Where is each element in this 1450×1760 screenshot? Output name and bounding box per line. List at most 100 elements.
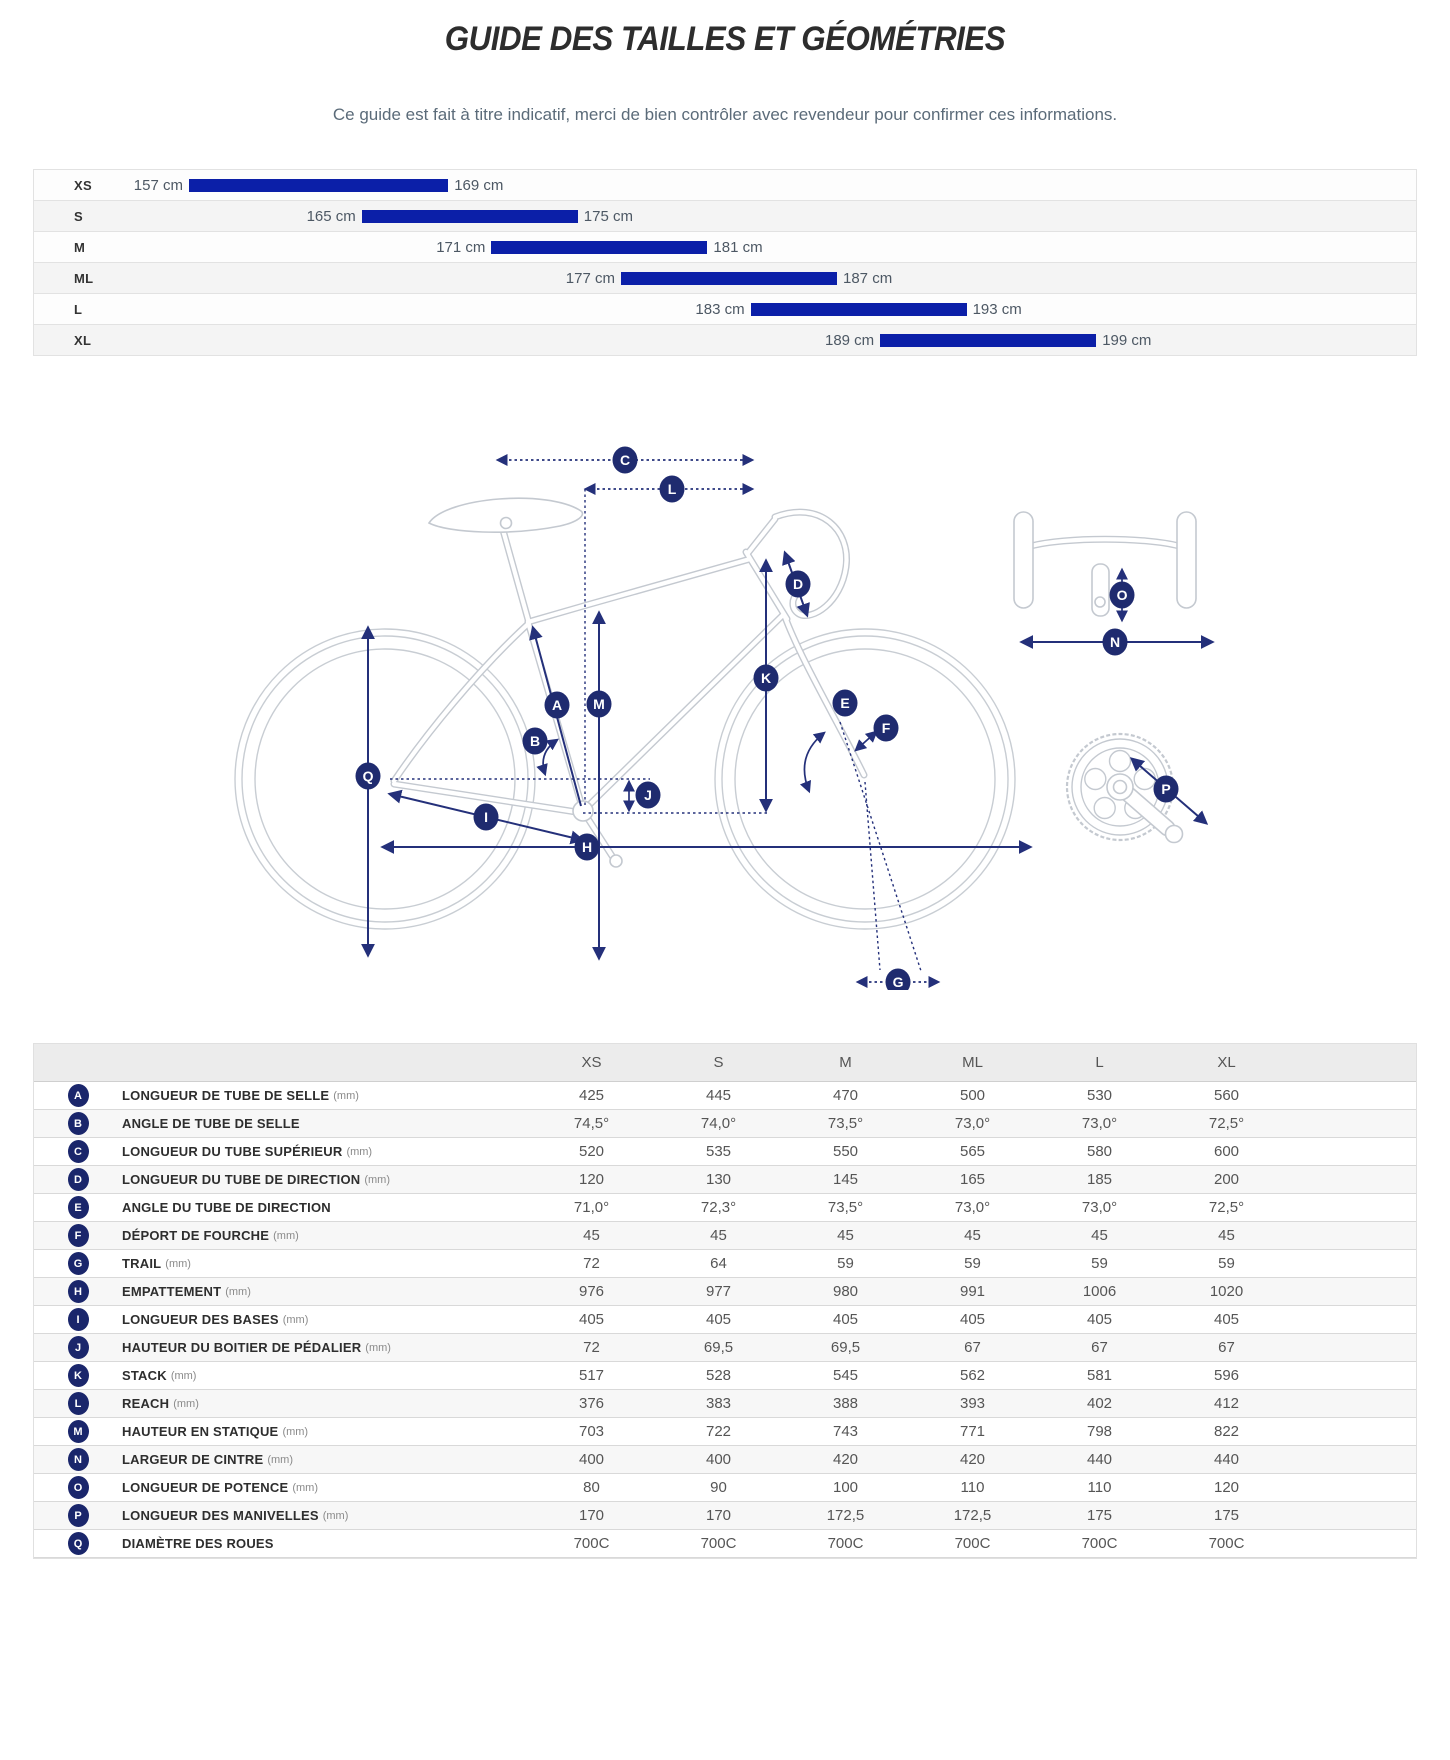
marker-j: J [635, 781, 661, 809]
size-max-value: 187 cm [843, 270, 893, 287]
row-label: ANGLE DU TUBE DE DIRECTION [122, 1200, 331, 1215]
value-xl: 560 [1213, 1087, 1240, 1104]
header-size-l: L [1095, 1054, 1104, 1071]
row-label: LONGUEUR DES BASES [122, 1312, 279, 1327]
size-max-value: 175 cm [583, 208, 633, 225]
value-l: 175 [1086, 1507, 1113, 1524]
marker-m: M [586, 690, 612, 718]
table-row: L REACH (mm) 376 383 388 393 402 412 [34, 1390, 1416, 1418]
row-label: REACH [122, 1396, 170, 1411]
size-row: XL 189 cm 199 cm [34, 325, 1416, 356]
value-s: 383 [705, 1395, 732, 1412]
value-xl: 59 [1218, 1255, 1235, 1272]
value-xs: 703 [578, 1423, 605, 1440]
row-label: LONGUEUR DU TUBE DE DIRECTION [122, 1172, 361, 1187]
value-xs: 405 [578, 1311, 605, 1328]
value-l: 1006 [1082, 1283, 1117, 1300]
value-l: 73,0° [1081, 1115, 1118, 1132]
row-letter-badge: E [67, 1196, 89, 1219]
value-m: 980 [832, 1283, 859, 1300]
value-xl: 72,5° [1208, 1115, 1245, 1132]
value-ml: 393 [959, 1395, 986, 1412]
value-m: 59 [837, 1255, 854, 1272]
row-letter-badge: F [67, 1224, 89, 1247]
value-m: 73,5° [827, 1199, 864, 1216]
size-min-value: 189 cm [824, 332, 875, 349]
marker-o: O [1109, 581, 1135, 609]
value-xs: 71,0° [573, 1199, 610, 1216]
value-ml: 172,5 [953, 1507, 992, 1524]
value-m: 69,5 [830, 1339, 861, 1356]
row-letter-badge: O [67, 1476, 89, 1499]
size-max-value: 181 cm [713, 239, 763, 256]
row-unit: (mm) [225, 1285, 251, 1298]
size-row: L 183 cm 193 cm [34, 294, 1416, 325]
size-row: M 171 cm 181 cm [34, 232, 1416, 263]
size-max-value: 199 cm [1102, 332, 1152, 349]
bike-geometry-svg: A B C D E F G H I J K L M N O P Q [234, 446, 1215, 996]
value-ml: 420 [959, 1451, 986, 1468]
value-xl: 72,5° [1208, 1199, 1245, 1216]
row-label: LONGUEUR DE POTENCE [122, 1480, 289, 1495]
table-row: C LONGUEUR DU TUBE SUPÉRIEUR (mm) 520 53… [34, 1138, 1416, 1166]
value-s: 445 [705, 1087, 732, 1104]
row-label: ANGLE DE TUBE DE SELLE [122, 1116, 300, 1131]
svg-text:D: D [793, 576, 803, 592]
row-unit: (mm) [170, 1369, 197, 1382]
size-bar [621, 272, 837, 285]
row-unit: (mm) [267, 1453, 294, 1466]
row-label: TRAIL [122, 1256, 162, 1271]
value-l: 580 [1086, 1143, 1113, 1160]
row-letter-badge: M [67, 1420, 89, 1443]
value-l: 700C [1081, 1535, 1118, 1552]
marker-i: I [473, 803, 499, 831]
value-ml: 45 [964, 1227, 981, 1244]
row-letter-badge: Q [67, 1532, 89, 1555]
value-xs: 80 [583, 1479, 600, 1496]
size-min-value: 171 cm [436, 239, 486, 256]
value-m: 550 [832, 1143, 859, 1160]
row-letter-badge: N [67, 1448, 89, 1471]
svg-text:N: N [1110, 634, 1120, 650]
marker-c: C [612, 446, 638, 474]
value-ml: 73,0° [954, 1115, 991, 1132]
table-row: J HAUTEUR DU BOITIER DE PÉDALIER (mm) 72… [34, 1334, 1416, 1362]
size-min-value: 157 cm [133, 177, 183, 194]
value-ml: 405 [959, 1311, 986, 1328]
value-l: 185 [1086, 1171, 1113, 1188]
marker-h: H [574, 833, 600, 861]
svg-text:L: L [668, 481, 677, 497]
value-xl: 67 [1218, 1339, 1235, 1356]
size-bar [491, 241, 708, 254]
value-xl: 596 [1213, 1367, 1240, 1384]
value-xs: 376 [578, 1395, 605, 1412]
value-m: 73,5° [827, 1115, 864, 1132]
value-xs: 517 [578, 1367, 605, 1384]
geometry-table: XS S M ML L XL A LONGUEUR DE TUBE DE SEL… [33, 1043, 1417, 1559]
value-xl: 822 [1213, 1423, 1240, 1440]
row-unit: (mm) [165, 1257, 191, 1270]
value-s: 90 [710, 1479, 727, 1496]
table-row: Q DIAMÈTRE DES ROUES 700C 700C 700C 700C… [34, 1530, 1416, 1558]
geometry-table-body: A LONGUEUR DE TUBE DE SELLE (mm) 425 445… [34, 1082, 1416, 1558]
value-ml: 700C [954, 1535, 991, 1552]
value-l: 405 [1086, 1311, 1113, 1328]
table-row: I LONGUEUR DES BASES (mm) 405 405 405 40… [34, 1306, 1416, 1334]
value-ml: 59 [964, 1255, 981, 1272]
svg-text:O: O [1117, 587, 1128, 603]
value-s: 74,0° [700, 1115, 737, 1132]
value-xs: 72 [583, 1339, 600, 1356]
value-xl: 175 [1213, 1507, 1240, 1524]
row-unit: (mm) [282, 1425, 309, 1438]
marker-f: F [873, 714, 899, 742]
row-label: LONGUEUR DU TUBE SUPÉRIEUR [122, 1144, 343, 1159]
value-xs: 400 [578, 1451, 605, 1468]
size-label: S [74, 209, 83, 224]
bottom-bracket [572, 800, 594, 822]
size-label: M [74, 240, 86, 255]
row-label: STACK [122, 1368, 167, 1383]
seatpost-clamp [499, 516, 513, 530]
value-l: 402 [1086, 1395, 1113, 1412]
value-ml: 991 [959, 1283, 986, 1300]
value-m: 405 [832, 1311, 859, 1328]
